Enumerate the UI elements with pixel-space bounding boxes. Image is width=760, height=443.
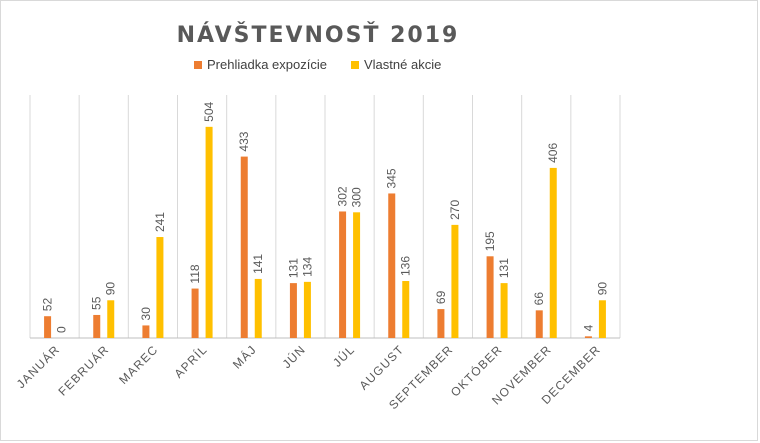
plot-area: 520JANUÁR5590FEBRUÁR30241MAREC118504APRÍ… bbox=[13, 95, 621, 412]
legend-swatch-series-2 bbox=[351, 61, 359, 69]
legend-label-series-1: Prehliadka expozície bbox=[207, 57, 327, 72]
legend-swatch-series-1 bbox=[194, 61, 202, 69]
data-label-máj-series-2: 141 bbox=[251, 254, 265, 274]
legend: Prehliadka expozície Vlastné akcie bbox=[194, 57, 441, 72]
data-label-apríl-series-1: 118 bbox=[188, 264, 202, 283]
data-label-november-series-2: 406 bbox=[546, 143, 560, 163]
bar-február-series-1 bbox=[93, 314, 101, 338]
bar-máj-series-2 bbox=[254, 278, 262, 338]
bar-marec-series-1 bbox=[142, 325, 150, 338]
x-tick-label-2: FEBRUÁR bbox=[55, 342, 112, 399]
data-label-február-series-1: 55 bbox=[90, 296, 104, 310]
x-tick-label-1: JANUÁR bbox=[13, 342, 63, 392]
data-label-január-series-1: 52 bbox=[41, 298, 55, 312]
bar-február-series-2 bbox=[107, 300, 115, 338]
data-label-jún-series-1: 131 bbox=[286, 258, 300, 278]
data-label-júl-series-2: 300 bbox=[350, 187, 364, 207]
x-tick-label-4: APRÍL bbox=[171, 342, 210, 381]
x-tick-label-6: JÚN bbox=[279, 342, 309, 372]
bar-september-series-2 bbox=[451, 224, 459, 338]
bar-júl-series-2 bbox=[353, 212, 361, 338]
data-label-december-series-2: 90 bbox=[595, 282, 609, 296]
data-label-august-series-2: 136 bbox=[399, 256, 413, 276]
bar-október-series-2 bbox=[500, 283, 508, 338]
data-label-marec-series-1: 30 bbox=[139, 307, 153, 321]
x-tick-label-3: MAREC bbox=[116, 342, 161, 387]
bar-máj-series-1 bbox=[240, 156, 248, 338]
bar-jún-series-1 bbox=[289, 283, 297, 338]
data-label-marec-series-2: 241 bbox=[153, 212, 167, 232]
bar-apríl-series-2 bbox=[205, 126, 213, 339]
bar-apríl-series-1 bbox=[191, 288, 199, 338]
bar-december-series-1 bbox=[584, 336, 592, 338]
data-label-jún-series-2: 134 bbox=[300, 257, 314, 277]
data-label-február-series-2: 90 bbox=[104, 282, 118, 296]
bar-december-series-2 bbox=[598, 300, 606, 338]
data-label-september-series-1: 69 bbox=[434, 290, 448, 304]
data-label-január-series-2: 0 bbox=[55, 326, 69, 333]
bar-november-series-1 bbox=[535, 310, 543, 338]
data-label-máj-series-1: 433 bbox=[237, 131, 251, 151]
legend-label-series-2: Vlastné akcie bbox=[364, 57, 441, 72]
data-label-júl-series-1: 302 bbox=[336, 186, 350, 206]
bar-august-series-2 bbox=[402, 281, 410, 338]
data-label-november-series-1: 66 bbox=[532, 292, 546, 306]
bar-január-series-1 bbox=[44, 316, 52, 338]
x-tick-label-5: MÁJ bbox=[229, 342, 259, 372]
bar-júl-series-1 bbox=[339, 211, 347, 338]
bar-október-series-1 bbox=[486, 256, 494, 338]
chart-title: NÁVŠTEVNOSŤ 2019 bbox=[177, 22, 460, 48]
x-tick-label-8: AUGUST bbox=[357, 342, 407, 392]
bar-november-series-2 bbox=[549, 167, 557, 338]
data-label-október-series-1: 195 bbox=[483, 231, 497, 251]
data-label-december-series-1: 4 bbox=[581, 324, 595, 331]
data-label-september-series-2: 270 bbox=[448, 200, 462, 220]
bar-august-series-1 bbox=[388, 193, 396, 338]
x-tick-label-7: JÚL bbox=[329, 342, 357, 370]
bar-marec-series-2 bbox=[156, 237, 164, 338]
bar-september-series-1 bbox=[437, 309, 445, 338]
bar-jún-series-2 bbox=[303, 281, 311, 338]
data-label-október-series-2: 131 bbox=[497, 258, 511, 278]
data-label-apríl-series-2: 504 bbox=[202, 101, 216, 121]
data-label-august-series-1: 345 bbox=[385, 168, 399, 188]
